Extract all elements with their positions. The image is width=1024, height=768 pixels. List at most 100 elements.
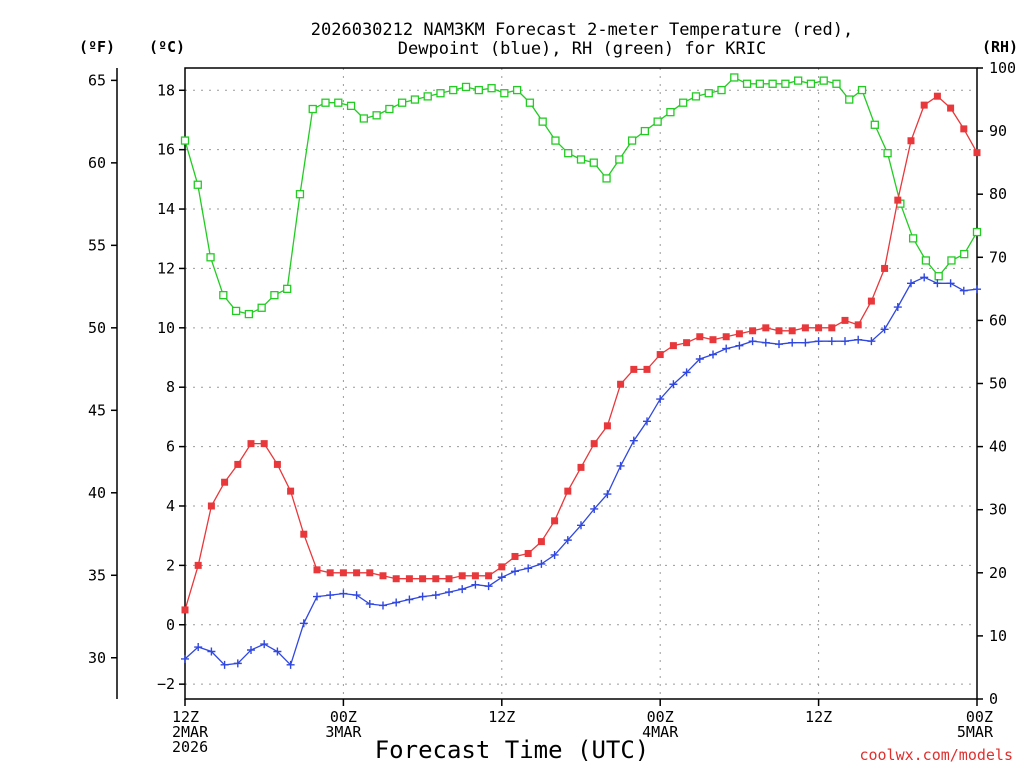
time-tick-label: 00Z	[330, 708, 357, 726]
dewpoint-point	[854, 335, 863, 344]
rh-point	[487, 84, 496, 93]
celsius-tick-label: −2	[157, 675, 175, 693]
dewpoint-point	[577, 521, 585, 530]
dewpoint-point	[946, 279, 955, 288]
dewpoint-point	[220, 660, 229, 669]
rh-tick-label: 100	[989, 59, 1016, 77]
dewpoint-point	[893, 303, 902, 312]
rh-point	[794, 76, 803, 85]
dewpoint-point	[273, 647, 282, 656]
x-axis-label: Forecast Time (UTC)	[375, 736, 650, 764]
series-relative-humidity	[180, 73, 982, 319]
fahrenheit-tick-label: 65	[88, 71, 106, 89]
celsius-tick-label: 16	[157, 141, 175, 159]
rh-point	[449, 85, 458, 95]
temperature-point	[669, 342, 677, 350]
rh-point	[551, 136, 560, 145]
dewpoint-point	[682, 368, 691, 377]
celsius-tick-label: 2	[166, 556, 175, 574]
dewpoint-point	[629, 436, 638, 445]
celsius-tick-label: 12	[157, 259, 175, 277]
temperature-point	[353, 569, 361, 577]
temperature-point	[960, 125, 968, 133]
temperature-point	[722, 333, 730, 341]
rh-point	[691, 92, 701, 101]
temperature-point	[867, 297, 875, 305]
fahrenheit-tick-label: 45	[88, 401, 106, 419]
temperature-point	[498, 563, 506, 571]
credit-link[interactable]: coolwx.com/models	[859, 746, 1013, 764]
dewpoint-point	[814, 337, 823, 346]
rh-point	[257, 303, 266, 312]
dewpoint-point	[669, 380, 678, 389]
rh-point	[666, 108, 675, 117]
dewpoint-point	[524, 564, 533, 573]
temperature-point	[405, 575, 413, 583]
rh-point	[602, 174, 611, 183]
dewpoint-point	[299, 619, 308, 628]
fahrenheit-tick-label: 35	[88, 566, 106, 584]
fahrenheit-axis-ticks: 30 35 40 45 50 55 60 65	[88, 71, 117, 667]
rh-point	[870, 120, 879, 129]
dewpoint-point	[603, 490, 612, 499]
dewpoint-point	[841, 337, 849, 346]
rh-point	[615, 155, 624, 164]
rh-point	[627, 136, 637, 145]
rh-tick-label: 90	[989, 122, 1007, 140]
rh-point	[564, 149, 573, 158]
rh-point	[270, 291, 279, 300]
rh-point	[781, 79, 790, 88]
time-tick-label: 00Z	[647, 708, 674, 726]
rh-axis-ticks: 0 10 20 30 40 50 60 70 80 90 100	[977, 59, 1016, 708]
rh-point	[372, 111, 381, 120]
dewpoint-point	[392, 598, 401, 607]
time-tick-label: 5MAR	[957, 723, 994, 741]
temperature-point	[630, 365, 638, 373]
celsius-axis-ticks: −2 0 2 4 6 8 10 12 14 16 18	[157, 81, 185, 693]
dewpoint-point	[247, 646, 255, 655]
time-tick-label: 3MAR	[325, 723, 362, 741]
dewpoint-point	[418, 592, 427, 601]
series-temperature	[181, 92, 981, 614]
series-line	[184, 276, 978, 667]
temperature-point	[207, 502, 215, 510]
temperature-point	[775, 327, 783, 335]
rh-point	[410, 95, 420, 104]
rh-point	[474, 85, 483, 95]
dewpoint-point	[722, 344, 731, 353]
temperature-point	[392, 575, 400, 583]
temperature-point	[577, 463, 585, 471]
temperature-point	[788, 327, 796, 335]
dewpoint-point	[959, 286, 968, 295]
rh-point	[308, 104, 317, 114]
rh-point	[346, 101, 356, 111]
dewpoint-point	[590, 504, 599, 513]
rh-point	[321, 98, 330, 107]
temperature-point	[590, 440, 598, 448]
rh-point	[755, 79, 764, 88]
temperature-point	[801, 324, 809, 332]
dewpoint-point	[497, 573, 506, 582]
rh-point	[385, 104, 394, 114]
celsius-tick-label: 18	[157, 81, 175, 99]
rh-point	[742, 79, 752, 88]
temperature-point	[907, 137, 915, 145]
celsius-tick-label: 0	[166, 616, 175, 634]
rh-point	[717, 85, 726, 95]
rh-point	[295, 190, 305, 199]
dewpoint-point	[616, 461, 625, 470]
time-tick-label: 2026	[172, 738, 208, 756]
dewpoint-point	[827, 337, 836, 346]
dewpoint-point	[695, 355, 704, 364]
rh-point	[947, 256, 956, 265]
temperature-point	[194, 561, 202, 569]
rh-point	[500, 89, 509, 98]
rh-point	[219, 291, 228, 300]
dewpoint-point	[352, 591, 361, 600]
temperature-point	[709, 336, 717, 344]
temperature-point	[854, 321, 862, 329]
celsius-tick-label: 14	[157, 200, 175, 218]
temperature-point	[564, 487, 572, 495]
